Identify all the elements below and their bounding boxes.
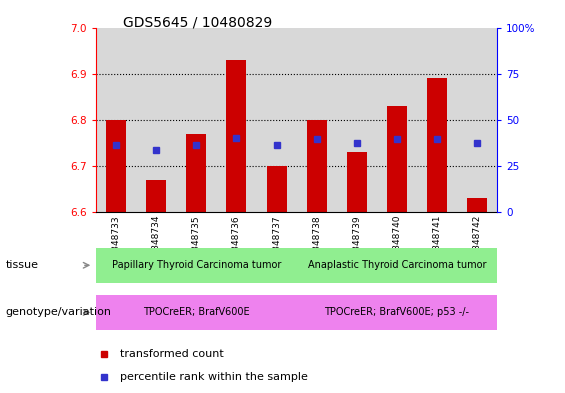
Bar: [267, 166, 286, 212]
Bar: [337, 28, 377, 212]
Text: genotype/variation: genotype/variation: [6, 307, 112, 318]
Bar: [347, 152, 367, 212]
Bar: [427, 78, 447, 212]
Bar: [186, 134, 206, 212]
Bar: [257, 28, 297, 212]
Bar: [146, 180, 166, 212]
Text: transformed count: transformed count: [120, 349, 224, 359]
Bar: [467, 198, 487, 212]
Text: GDS5645 / 10480829: GDS5645 / 10480829: [123, 16, 272, 30]
Bar: [136, 28, 176, 212]
Bar: [297, 295, 497, 330]
Bar: [457, 28, 497, 212]
Text: TPOCreER; BrafV600E; p53 -/-: TPOCreER; BrafV600E; p53 -/-: [324, 307, 470, 318]
Bar: [227, 60, 246, 212]
Bar: [387, 106, 407, 212]
Bar: [307, 120, 327, 212]
Text: Papillary Thyroid Carcinoma tumor: Papillary Thyroid Carcinoma tumor: [112, 260, 281, 270]
Bar: [106, 120, 126, 212]
Bar: [297, 28, 337, 212]
Text: TPOCreER; BrafV600E: TPOCreER; BrafV600E: [143, 307, 250, 318]
Text: percentile rank within the sample: percentile rank within the sample: [120, 372, 308, 382]
Bar: [96, 28, 136, 212]
Bar: [377, 28, 417, 212]
Text: Anaplastic Thyroid Carcinoma tumor: Anaplastic Thyroid Carcinoma tumor: [308, 260, 486, 270]
Text: tissue: tissue: [6, 260, 38, 270]
Bar: [216, 28, 257, 212]
Bar: [176, 28, 216, 212]
Bar: [96, 248, 297, 283]
Bar: [417, 28, 457, 212]
Bar: [96, 295, 297, 330]
Bar: [297, 248, 497, 283]
